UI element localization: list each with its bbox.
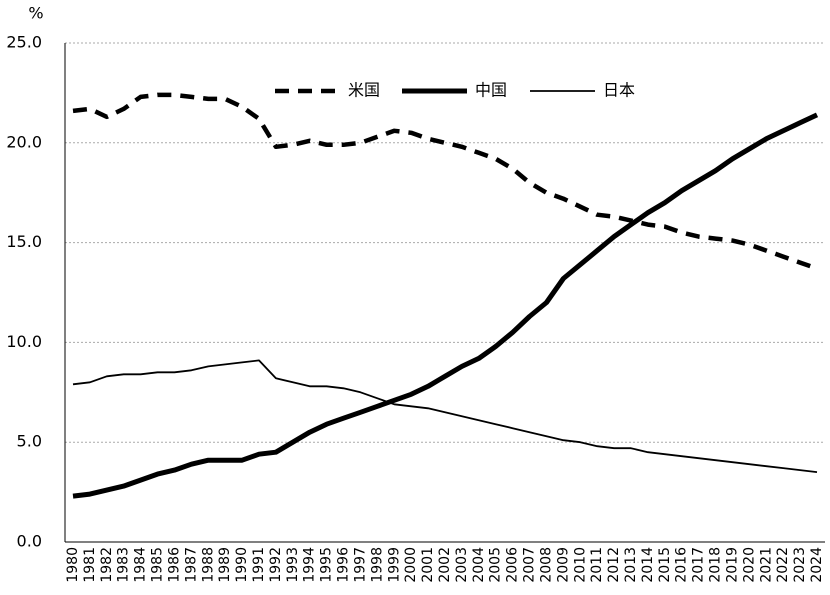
- x-tick-label: 2023: [792, 547, 808, 583]
- x-tick-label: 2021: [758, 547, 774, 583]
- x-tick-label: 2001: [420, 547, 436, 583]
- x-tick-label: 1997: [352, 547, 368, 583]
- x-tick-label: 2015: [657, 547, 673, 583]
- x-tick-label: 1980: [65, 547, 81, 583]
- x-tick-label: 1994: [302, 547, 318, 583]
- x-tick-label: 1990: [234, 547, 250, 583]
- x-tick-label: 2007: [522, 547, 538, 583]
- x-tick-label: 2000: [403, 547, 419, 583]
- y-unit: %: [28, 4, 43, 23]
- x-tick-label: 2020: [741, 547, 757, 583]
- x-tick-label: 2008: [538, 547, 554, 583]
- x-tick-label: 1989: [217, 547, 233, 583]
- x-tick-label: 2004: [471, 547, 487, 583]
- x-tick-label: 1981: [82, 547, 98, 583]
- legend-label: 日本: [603, 81, 635, 100]
- x-tick-label: 2010: [572, 547, 588, 583]
- x-tick-label: 2009: [555, 547, 571, 583]
- x-tick-label: 2022: [775, 547, 791, 583]
- x-tick-label: 2019: [724, 547, 740, 583]
- x-tick-label: 1983: [116, 547, 132, 583]
- x-tick-label: 1992: [268, 547, 284, 583]
- x-tick-label: 1987: [183, 547, 199, 583]
- legend-label: 中国: [475, 81, 507, 100]
- y-tick-label: 5.0: [17, 432, 42, 451]
- x-tick-label: 2006: [505, 547, 521, 583]
- y-tick-label: 10.0: [6, 332, 42, 351]
- x-tick-label: 2013: [623, 547, 639, 583]
- y-tick-label: 0.0: [17, 532, 42, 551]
- x-tick-label: 2024: [809, 547, 825, 583]
- x-tick-label: 1993: [285, 547, 301, 583]
- y-tick-label: 15.0: [6, 232, 42, 251]
- y-tick-label: 20.0: [6, 132, 42, 151]
- y-tick-label: 25.0: [6, 33, 42, 52]
- x-tick-label: 1998: [369, 547, 385, 583]
- x-tick-label: 2003: [454, 547, 470, 583]
- series-line: [72, 112, 819, 499]
- x-tick-label: 2014: [640, 547, 656, 583]
- x-tick-label: 1986: [166, 547, 182, 583]
- x-tick-label: 1991: [251, 547, 267, 583]
- x-tick-label: 1995: [319, 547, 335, 583]
- x-tick-label: 2012: [606, 547, 622, 583]
- x-tick-label: 1988: [200, 547, 216, 583]
- x-tick-label: 1985: [150, 547, 166, 583]
- series-line: [72, 92, 818, 271]
- x-tick-label: 2011: [589, 547, 605, 583]
- x-tick-label: 1999: [386, 547, 402, 583]
- x-tick-label: 2016: [674, 547, 690, 583]
- x-tick-label: 2017: [691, 547, 707, 583]
- x-tick-label: 2018: [708, 547, 724, 583]
- x-tick-label: 1984: [133, 547, 149, 583]
- x-tick-label: 2005: [488, 547, 504, 583]
- x-tick-label: 1996: [336, 547, 352, 583]
- x-tick-label: 1982: [99, 547, 115, 583]
- legend-label: 米国: [348, 81, 380, 100]
- series-line: [72, 359, 818, 473]
- x-tick-label: 2002: [437, 547, 453, 583]
